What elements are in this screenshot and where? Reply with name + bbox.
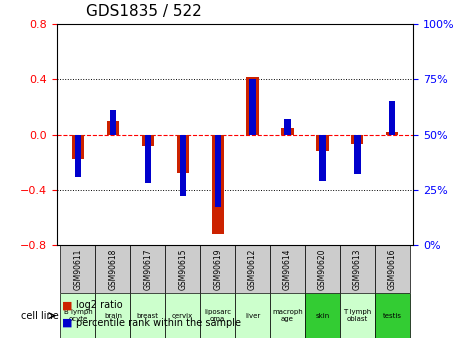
FancyBboxPatch shape xyxy=(130,245,165,293)
Text: GSM90612: GSM90612 xyxy=(248,248,257,290)
Bar xyxy=(211,135,224,234)
Text: GSM90611: GSM90611 xyxy=(74,248,83,290)
Bar xyxy=(72,135,84,159)
Text: percentile rank within the sample: percentile rank within the sample xyxy=(76,318,241,327)
Text: GSM90614: GSM90614 xyxy=(283,248,292,290)
FancyBboxPatch shape xyxy=(305,245,340,293)
FancyBboxPatch shape xyxy=(340,245,375,293)
FancyBboxPatch shape xyxy=(60,293,95,338)
FancyBboxPatch shape xyxy=(235,293,270,338)
Bar xyxy=(389,101,395,135)
Text: cervix: cervix xyxy=(172,313,193,319)
Bar xyxy=(180,135,186,196)
FancyBboxPatch shape xyxy=(375,293,410,338)
Text: brain: brain xyxy=(104,313,122,319)
FancyBboxPatch shape xyxy=(200,245,235,293)
Text: GSM90617: GSM90617 xyxy=(143,248,152,290)
FancyBboxPatch shape xyxy=(95,245,130,293)
Text: T lymph
oblast: T lymph oblast xyxy=(343,309,371,322)
Bar xyxy=(249,79,256,135)
Text: liposarc
oma: liposarc oma xyxy=(204,309,231,322)
FancyBboxPatch shape xyxy=(270,293,305,338)
Bar xyxy=(351,135,363,144)
Text: B lymph
ocyte: B lymph ocyte xyxy=(64,309,92,322)
Text: GSM90615: GSM90615 xyxy=(178,248,187,290)
Text: GSM90613: GSM90613 xyxy=(353,248,362,290)
Bar xyxy=(142,135,154,146)
Text: ■: ■ xyxy=(62,318,72,327)
Text: cell line: cell line xyxy=(21,311,59,321)
Bar xyxy=(75,135,81,177)
FancyBboxPatch shape xyxy=(235,245,270,293)
FancyBboxPatch shape xyxy=(340,293,375,338)
FancyBboxPatch shape xyxy=(305,293,340,338)
FancyBboxPatch shape xyxy=(375,245,410,293)
Text: GDS1835 / 522: GDS1835 / 522 xyxy=(86,4,201,19)
FancyBboxPatch shape xyxy=(130,293,165,338)
Bar xyxy=(285,119,291,135)
Bar xyxy=(386,132,399,135)
Text: ■: ■ xyxy=(62,300,72,310)
Bar xyxy=(247,77,259,135)
Text: GSM90620: GSM90620 xyxy=(318,248,327,290)
Bar xyxy=(177,135,189,173)
Bar xyxy=(354,135,361,174)
Text: log2 ratio: log2 ratio xyxy=(76,300,123,310)
FancyBboxPatch shape xyxy=(165,293,200,338)
Text: liver: liver xyxy=(245,313,260,319)
Bar xyxy=(281,128,294,135)
FancyBboxPatch shape xyxy=(60,245,95,293)
Bar xyxy=(215,135,221,207)
FancyBboxPatch shape xyxy=(200,293,235,338)
FancyBboxPatch shape xyxy=(165,245,200,293)
Text: GSM90619: GSM90619 xyxy=(213,248,222,290)
Bar xyxy=(316,135,329,151)
Bar xyxy=(319,135,325,181)
Text: skin: skin xyxy=(315,313,330,319)
Text: testis: testis xyxy=(383,313,402,319)
Bar xyxy=(107,121,119,135)
Bar xyxy=(110,110,116,135)
FancyBboxPatch shape xyxy=(95,293,130,338)
Text: GSM90618: GSM90618 xyxy=(108,248,117,290)
FancyBboxPatch shape xyxy=(270,245,305,293)
Text: breast: breast xyxy=(137,313,159,319)
Text: macroph
age: macroph age xyxy=(272,309,303,322)
Text: GSM90616: GSM90616 xyxy=(388,248,397,290)
Bar xyxy=(145,135,151,183)
